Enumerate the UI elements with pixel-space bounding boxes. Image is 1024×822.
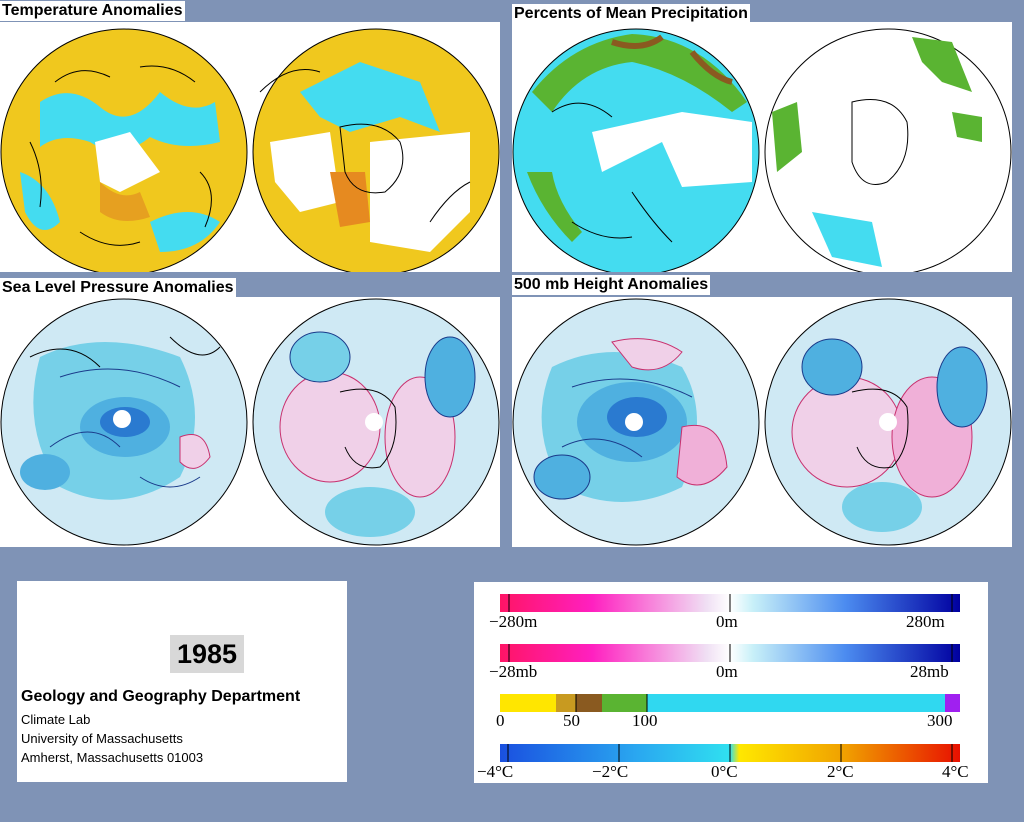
temperature-panel — [0, 22, 500, 276]
precipitation-globe-north — [512, 28, 760, 276]
height-label-zero: 0m — [716, 612, 738, 631]
info-box — [17, 581, 347, 782]
temp-label-plus2: 2°C — [827, 762, 854, 781]
department-name: Geology and Geography Department — [21, 688, 301, 705]
precip-label-300: 300 — [927, 711, 953, 730]
pressure-label-max: 28mb — [910, 662, 949, 681]
height500-maps — [512, 298, 1012, 546]
height500-title: 500 mb Height Anomalies — [512, 275, 711, 295]
temp-label-plus4: 4°C — [942, 762, 969, 781]
temp-label-zero: 0°C — [711, 762, 738, 781]
height-label-max: 280m — [906, 612, 945, 631]
precipitation-maps — [512, 28, 1012, 276]
year-label: 1985 — [170, 635, 244, 673]
precipitation-globe-south — [764, 28, 1012, 276]
slp-title: Sea Level Pressure Anomalies — [0, 278, 236, 298]
university-name: University of Massachusetts — [21, 731, 183, 746]
precip-colorbar — [500, 694, 960, 712]
precip-label-100: 100 — [632, 711, 658, 730]
precip-label-50: 50 — [563, 711, 580, 730]
pressure-label-min: −28mb — [489, 662, 538, 681]
temp-label-minus4: −4°C — [477, 762, 514, 781]
address-line: Amherst, Massachusetts 01003 — [21, 750, 204, 765]
slp-maps — [0, 298, 500, 546]
slp-globe-south — [252, 298, 500, 546]
legend-bars — [500, 594, 960, 762]
temperature-title: Temperature Anomalies — [0, 1, 185, 21]
temperature-globe-south — [252, 28, 500, 276]
height-label-min: −280m — [489, 612, 538, 631]
temperature-maps — [0, 28, 500, 276]
legend-box — [474, 582, 988, 783]
temperature-globe-north — [0, 28, 248, 276]
slp-panel — [0, 297, 500, 547]
slp-globe-north — [0, 298, 248, 546]
height500-globe-south — [764, 298, 1012, 546]
precipitation-panel — [512, 22, 1012, 276]
precip-label-0: 0 — [496, 711, 505, 730]
precipitation-title: Percents of Mean Precipitation — [512, 4, 750, 24]
height500-panel — [512, 297, 1012, 547]
temp-label-minus2: −2°C — [592, 762, 629, 781]
lab-name: Climate Lab — [21, 712, 91, 727]
height500-globe-north — [512, 298, 760, 546]
pressure-label-zero: 0m — [716, 662, 738, 681]
